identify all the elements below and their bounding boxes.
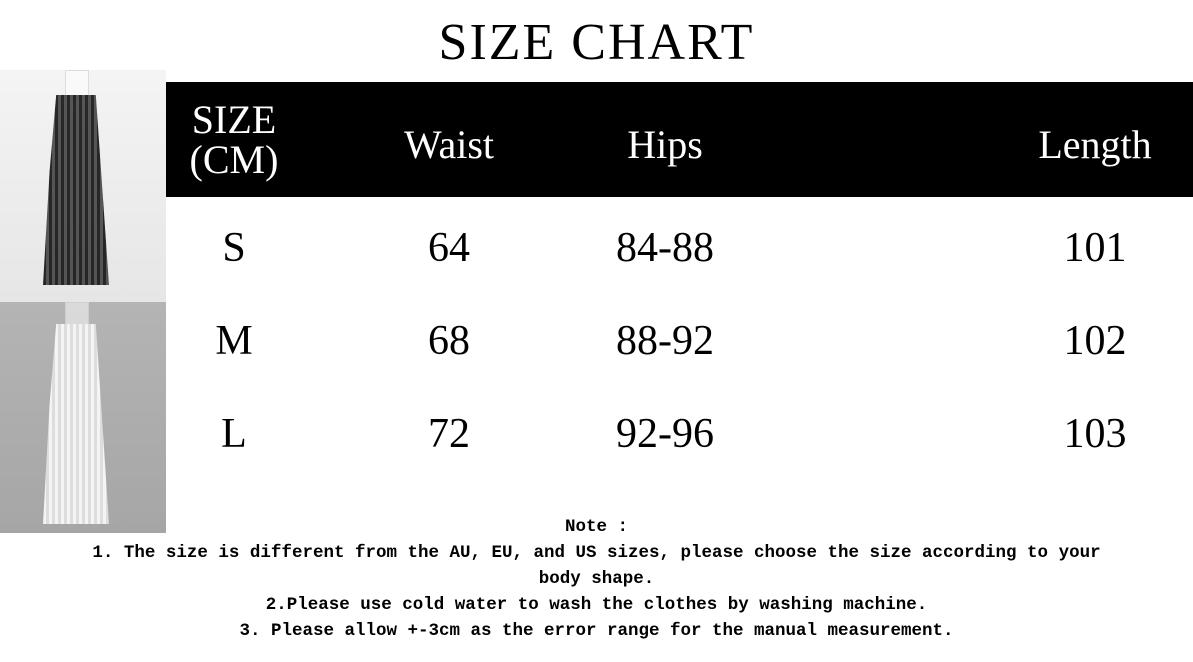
note-line: body shape.: [538, 569, 655, 589]
notes-section: Note : 1. The size is different from the…: [0, 514, 1193, 644]
cell-length: 102: [1063, 318, 1127, 364]
note-line: 3. Please allow +-3cm as the error range…: [239, 621, 954, 641]
cell-size: L: [221, 411, 247, 457]
note-line: 1. The size is different from the AU, EU…: [92, 543, 1101, 563]
header-waist: Waist: [403, 122, 495, 167]
note-line: 2.Please use cold water to wash the clot…: [265, 595, 928, 615]
cell-size: M: [215, 318, 253, 364]
cell-waist: 64: [428, 225, 470, 271]
product-photo-black-skirt: [0, 70, 166, 302]
product-photo-white-skirt: [0, 302, 166, 533]
mannequin-image: [65, 70, 89, 97]
cell-waist: 68: [428, 318, 470, 364]
cell-waist: 72: [428, 411, 470, 457]
cell-hips: 84-88: [616, 225, 714, 271]
white-skirt-image: [43, 324, 109, 524]
header-size: SIZE (CM): [190, 100, 279, 180]
table-header: SIZE (CM) Waist Hips Length: [166, 82, 1193, 197]
cell-length: 103: [1063, 411, 1127, 457]
cell-length: 101: [1063, 225, 1127, 271]
cell-hips: 92-96: [616, 411, 714, 457]
notes-heading: Note :: [564, 517, 628, 537]
page-title: SIZE CHART: [438, 14, 755, 71]
header-hips: Hips: [627, 122, 703, 167]
header-unit-label: (CM): [189, 137, 279, 182]
cell-hips: 88-92: [616, 318, 714, 364]
black-skirt-image: [43, 95, 109, 285]
header-length: Length: [1038, 122, 1152, 167]
cell-size: S: [222, 225, 246, 271]
table-row: M 68 88-92 102: [166, 311, 1193, 371]
header-size-label: SIZE: [191, 97, 277, 142]
mannequin-image: [65, 302, 89, 326]
table-row: L 72 92-96 103: [166, 404, 1193, 464]
table-row: S 64 84-88 101: [166, 218, 1193, 278]
